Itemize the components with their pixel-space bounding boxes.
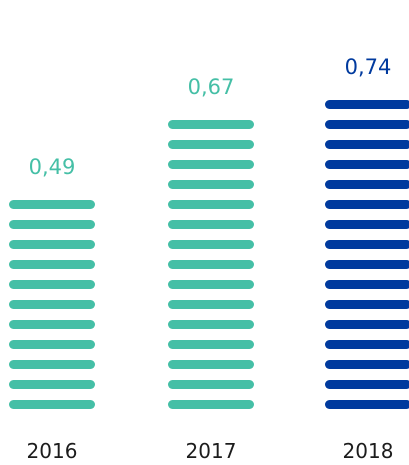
bar-stripe (325, 260, 409, 269)
bar-stripe (168, 280, 254, 289)
value-label-2017: 0,67 (188, 75, 235, 99)
bar-stripe (9, 380, 95, 389)
bar-stripe (168, 300, 254, 309)
bar-stripe (325, 180, 409, 189)
bar-stripe (9, 220, 95, 229)
bar-stripe (168, 260, 254, 269)
bar-stripe (325, 340, 409, 349)
bar-stripe (325, 280, 409, 289)
bar-stripe (325, 360, 409, 369)
bar-stripe (325, 160, 409, 169)
category-label-2017: 2017 (186, 439, 237, 463)
bar-2016 (9, 200, 95, 409)
bar-stripe (9, 360, 95, 369)
bar-stripe (9, 300, 95, 309)
bar-stripe (325, 100, 409, 109)
bar-stripe (325, 320, 409, 329)
bar-stripe (168, 140, 254, 149)
bar-stripe (9, 400, 95, 409)
bar-stripe (168, 180, 254, 189)
bar-stripe (325, 240, 409, 249)
bar-stripe (325, 400, 409, 409)
bar-stripe (325, 140, 409, 149)
bar-stripe (9, 240, 95, 249)
bar-stripe (168, 220, 254, 229)
bar-stripe (168, 320, 254, 329)
bar-stripe (325, 120, 409, 129)
bar-stripe (9, 200, 95, 209)
bar-stripe (168, 380, 254, 389)
category-label-2018: 2018 (343, 439, 394, 463)
bar-stripe (168, 400, 254, 409)
bar-stripe (325, 200, 409, 209)
bar-stripe (9, 320, 95, 329)
value-label-2016: 0,49 (29, 155, 76, 179)
bar-stripe (168, 200, 254, 209)
bar-stripe (325, 220, 409, 229)
bar-stripe (9, 340, 95, 349)
bar-stripe (168, 340, 254, 349)
bar-stripe (168, 360, 254, 369)
bar-stripe (9, 280, 95, 289)
bar-stripe (168, 240, 254, 249)
bar-2017 (168, 120, 254, 409)
category-label-2016: 2016 (27, 439, 78, 463)
bar-stripe (168, 160, 254, 169)
bar-stripe (9, 260, 95, 269)
bar-stripe (325, 380, 409, 389)
value-label-2018: 0,74 (345, 55, 392, 79)
bar-stripe (325, 300, 409, 309)
bar-2018 (325, 100, 409, 409)
bar-stripe (168, 120, 254, 129)
